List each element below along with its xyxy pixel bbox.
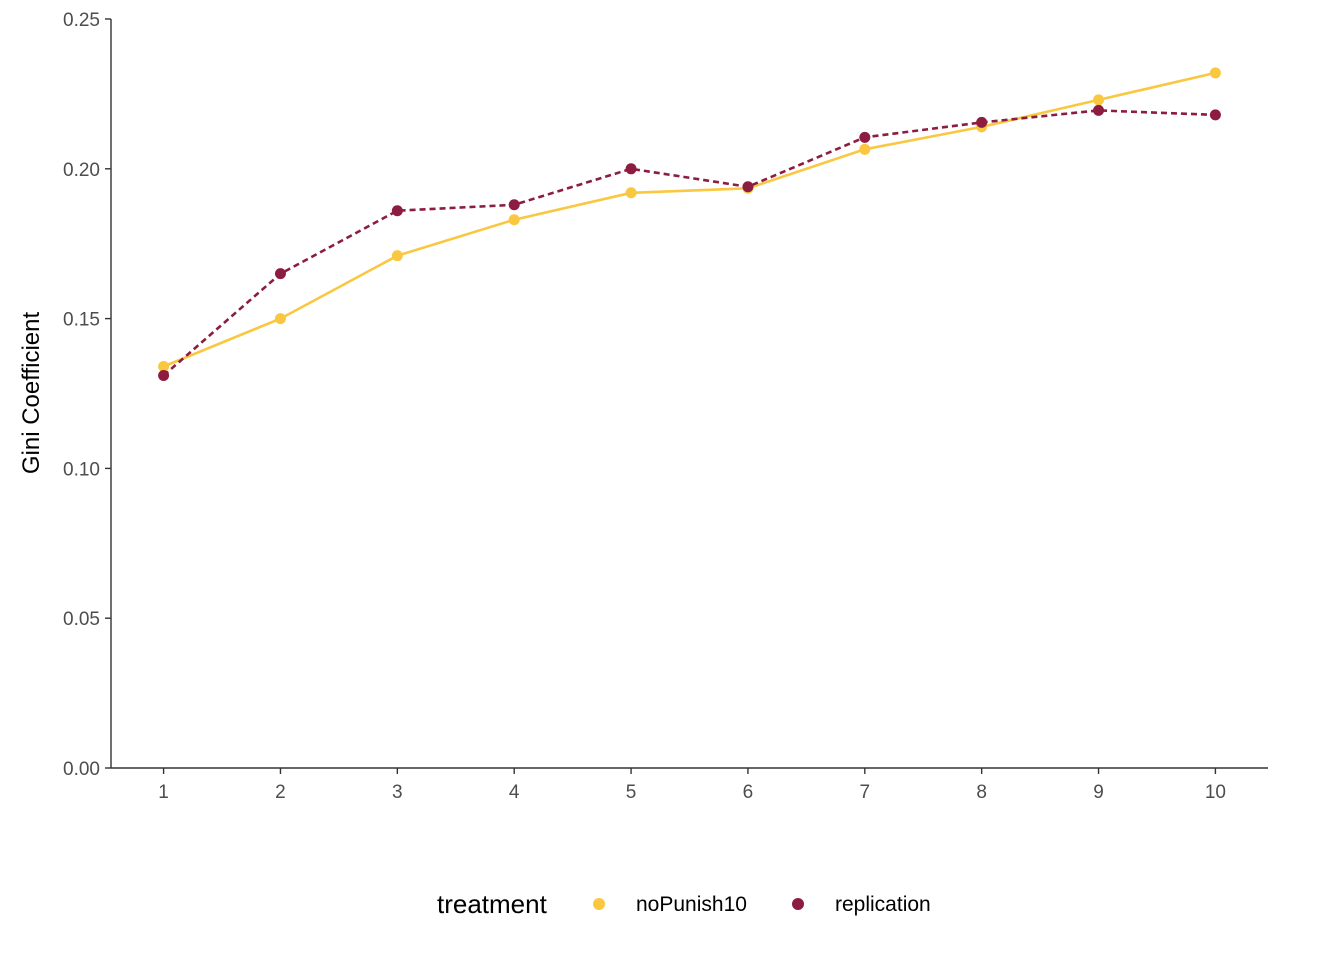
x-tick-label: 8 (976, 782, 987, 803)
x-tick-label: 6 (743, 782, 754, 803)
data-point-noPunish10 (1093, 94, 1105, 106)
data-point-replication (1093, 104, 1105, 116)
data-point-noPunish10 (274, 313, 286, 325)
x-tick-label: 2 (275, 782, 286, 803)
legend: treatment noPunish10 replication (437, 889, 931, 919)
legend-key-replication (792, 898, 804, 910)
legend-label-noPunish10: noPunish10 (636, 893, 747, 916)
data-point-noPunish10 (158, 361, 170, 373)
y-axis-title: Gini Coefficient (18, 312, 45, 475)
legend-key-noPunish10 (593, 898, 605, 910)
data-point-replication (976, 116, 988, 128)
legend-label-replication: replication (835, 893, 931, 916)
y-tick-label: 0.25 (63, 10, 100, 31)
data-point-replication (508, 199, 520, 211)
x-tick-label: 5 (626, 782, 637, 803)
series-layer (158, 67, 1221, 382)
y-tick-label: 0.15 (63, 310, 100, 331)
data-point-noPunish10 (1209, 67, 1221, 79)
y-tick-label: 0.00 (63, 759, 100, 780)
x-tick-label: 4 (509, 782, 520, 803)
x-tick-label: 10 (1205, 782, 1226, 803)
x-tick-label: 9 (1093, 782, 1104, 803)
data-point-replication (625, 163, 637, 175)
data-point-replication (158, 370, 170, 382)
data-point-noPunish10 (859, 143, 871, 155)
legend-title: treatment (437, 889, 548, 919)
data-point-replication (274, 268, 286, 280)
y-tick-label: 0.10 (63, 459, 100, 480)
series-line-replication (162, 109, 1216, 377)
data-point-noPunish10 (391, 250, 403, 262)
data-point-replication (391, 205, 403, 217)
data-point-replication (859, 131, 871, 143)
data-point-noPunish10 (508, 214, 520, 226)
series-line-noPunish10 (163, 71, 1216, 368)
x-tick-label: 3 (392, 782, 403, 803)
x-tick-label: 7 (860, 782, 871, 803)
data-point-noPunish10 (625, 187, 637, 199)
data-point-replication (742, 181, 754, 193)
x-tick-label: 1 (158, 782, 169, 803)
y-tick-label: 0.20 (63, 160, 100, 181)
data-point-replication (1209, 109, 1221, 121)
y-tick-label: 0.05 (63, 609, 100, 630)
axes: 0.00 0.05 0.10 0.15 0.20 0.25 1 2 3 4 5 6 7 8 9 10 (63, 10, 1268, 803)
